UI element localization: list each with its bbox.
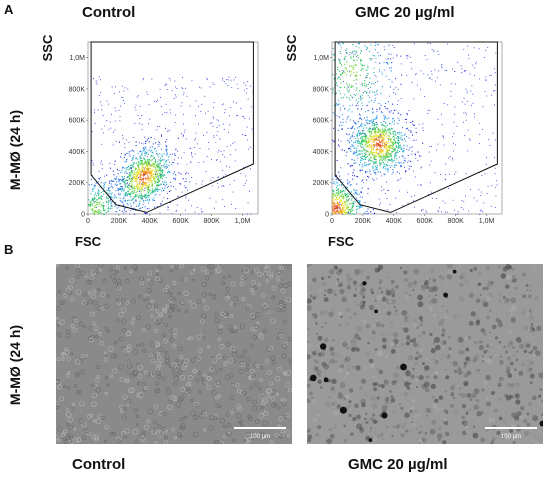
y-tick-label: 800K <box>69 86 86 93</box>
plot-title-gmc: GMC 20 µg/ml <box>355 4 455 21</box>
y-tick-label: 0 <box>325 212 329 219</box>
micrograph-gmc: 100 µm <box>307 264 543 444</box>
row-label-b: M-MØ (24 h) <box>7 324 23 406</box>
panel-letter-b: B <box>4 242 14 257</box>
y-tick-label: 400K <box>69 149 86 156</box>
x-tick-label: 200K <box>355 218 372 225</box>
cell-texture <box>56 264 292 444</box>
y-tick-label: 200K <box>69 180 86 187</box>
x-tick-label: 600K <box>173 218 190 225</box>
y-tick-label: 0 <box>81 212 85 219</box>
gate-polygon <box>90 41 254 213</box>
gate-polygon <box>334 41 498 213</box>
caption-control: Control <box>72 456 126 473</box>
y-tick-label: 800K <box>313 86 330 93</box>
scatter-points <box>332 42 498 215</box>
y-tick-label: 200K <box>313 180 330 187</box>
y-tick-label: 1,0M <box>313 55 329 62</box>
plot-title-control: Control <box>82 4 136 21</box>
ylabel-ssc-control-wrap: SSC <box>38 35 58 65</box>
plot-frame <box>87 41 259 215</box>
row-label-a-container: M-MØ (24 h) <box>4 85 30 215</box>
row-label-b-container: M-MØ (24 h) <box>4 300 30 430</box>
micrograph-control-texture: 100 µm <box>56 264 292 444</box>
cell-texture <box>307 264 543 444</box>
micrograph-gmc-texture: 100 µm <box>307 264 543 444</box>
x-tick-label: 600K <box>417 218 434 225</box>
ylabel-ssc-gmc-wrap: SSC <box>282 35 302 65</box>
y-tick-label: 400K <box>313 149 330 156</box>
scale-bar-label: 100 µm <box>250 434 270 440</box>
y-tick-label: 1,0M <box>69 55 85 62</box>
ylabel-ssc-control: SSC <box>40 34 55 62</box>
x-tick-label: 0 <box>330 218 334 225</box>
scale-bar <box>485 427 537 429</box>
scale-bar <box>234 427 286 429</box>
x-tick-label: 200K <box>111 218 128 225</box>
x-tick-label: 400K <box>386 218 403 225</box>
scale-bar-label: 100 µm <box>501 434 521 440</box>
scatter-plot-gmc: 0 200K 400K 600K 800K 1,0M 0 200K 400K 600K 800K 1,… <box>313 41 503 225</box>
xlabel-fsc-gmc: FSC <box>328 234 354 249</box>
scatter-plot-control: 0 200K 400K 600K 800K 1,0M 0 200K 400K 600K 800K 1,… <box>69 41 259 225</box>
y-tick-label: 600K <box>69 118 86 125</box>
ylabel-ssc-gmc: SSC <box>284 34 299 62</box>
micrograph-control: 100 µm <box>56 264 292 444</box>
x-tick-label: 0 <box>86 218 90 225</box>
xlabel-fsc-control: FSC <box>75 234 101 249</box>
x-tick-label: 1,0M <box>235 218 251 225</box>
x-tick-label: 800K <box>447 218 464 225</box>
x-tick-label: 1,0M <box>479 218 495 225</box>
x-tick-label: 400K <box>142 218 159 225</box>
panel-letter-a: A <box>4 2 14 17</box>
scatter-points <box>88 76 254 216</box>
caption-gmc: GMC 20 µg/ml <box>348 456 448 473</box>
x-tick-label: 800K <box>203 218 220 225</box>
row-label-a: M-MØ (24 h) <box>7 109 23 191</box>
y-tick-label: 600K <box>313 118 330 125</box>
